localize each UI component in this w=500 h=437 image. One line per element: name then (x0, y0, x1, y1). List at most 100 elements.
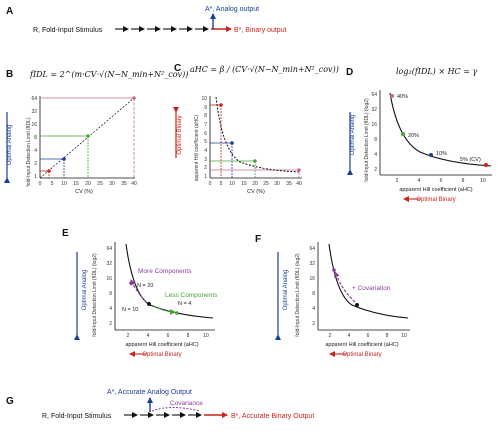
panel-c: C aHC = β / (CV·√(N−N_min+N²_cov)) appar… (173, 63, 339, 195)
ytick: 16 (309, 276, 315, 282)
panel-e-n10-label: N = 10 (122, 307, 138, 313)
panel-f-cov-arrow (334, 271, 356, 303)
panel-c-ylabel: apparent Hill coefficient (aHC) (194, 114, 200, 181)
ytick: 4 (109, 306, 112, 312)
panel-d-label: D (346, 67, 353, 78)
xtick: 0 (39, 181, 42, 187)
panel-c-side-label: Optimal Binary (177, 115, 183, 154)
ytick: 5 (204, 139, 207, 145)
panel-c-curve (215, 96, 302, 173)
xtick: 25 (97, 181, 103, 187)
panel-g-input-label: R, Fold-Input Stimulus (42, 413, 112, 420)
panel-b-point-blue (62, 157, 66, 161)
ytick: 64 (106, 246, 112, 252)
ytick: 16 (371, 122, 377, 128)
panel-c-xlabel: CV (%) (247, 189, 265, 195)
xtick: 4 (418, 178, 421, 184)
panel-c-formula: aHC = β / (CV·√(N−N_min+N²_cov)) (190, 65, 339, 74)
panel-e-axes (114, 242, 215, 331)
xtick: 25 (263, 181, 269, 187)
xtick: 40 (131, 181, 137, 187)
panel-b-point-green (86, 134, 90, 138)
panel-d-point-label: 20% (408, 133, 419, 139)
ytick: 2 (34, 161, 37, 167)
xtick: 6 (167, 333, 170, 339)
panel-b-side-label: Optimal Analog (7, 125, 13, 166)
panel-f-yticks: 64 32 16 8 4 2 (309, 246, 315, 327)
panel-e-point-n4 (175, 311, 179, 315)
panel-e-side-label-x: Optimal Binary (142, 352, 181, 358)
panel-d-point-label: 5% (CV) (460, 157, 481, 163)
panel-a: A R, Fold-Input Stimulus A*, Analog outp… (6, 6, 287, 34)
panel-b-xticks: 0 5 10 15 20 25 30 35 40 (39, 181, 137, 187)
panel-e-yticks: 64 32 16 8 4 2 (106, 246, 112, 327)
ytick: 2 (109, 321, 112, 327)
ytick: 8 (374, 137, 377, 143)
panel-c-axes (209, 96, 302, 179)
panel-d: D log₂(fIDL) × HC = γ fold-Input Detecti… (346, 67, 492, 203)
panel-f-side-label-x: Optimal Binary (342, 352, 381, 358)
xtick: 6 (367, 333, 370, 339)
ytick: 8 (34, 135, 37, 141)
panel-d-formula: log₂(fIDL) × HC = γ (396, 67, 477, 76)
panel-f-side-label-y: Optimal Analog (283, 270, 289, 311)
panel-f-axes (317, 242, 410, 331)
xtick: 30 (109, 181, 115, 187)
ytick: 2 (374, 167, 377, 173)
panel-g-binary-label: B*, Accurate Binary Output (231, 413, 314, 420)
panel-e-xticks: 2 4 6 8 10 (127, 333, 209, 339)
ytick: 8 (312, 291, 315, 297)
panel-b-xlabel: CV (%) (75, 189, 93, 195)
ytick: 4 (374, 152, 377, 158)
xtick: 0 (209, 181, 212, 187)
panel-d-point-5 (484, 163, 488, 167)
xtick: 35 (121, 181, 127, 187)
panel-e: E fold-Input Detection Limit (fIDL) (log… (62, 228, 218, 358)
panel-d-point-label: 40% (397, 94, 408, 100)
xtick: 15 (241, 181, 247, 187)
panel-e-point-n10 (147, 302, 151, 306)
ytick: 32 (31, 109, 37, 115)
panel-f-cov-label: + Covariation (352, 285, 391, 292)
panel-a-binary-label: B*, Binary output (234, 27, 287, 34)
panel-d-xlabel: apparent Hill coefficient (aHC) (399, 187, 472, 193)
panel-g-label: G (6, 396, 14, 407)
panel-c-guides (210, 104, 300, 178)
xtick: 35 (286, 181, 292, 187)
xtick: 10 (401, 333, 407, 339)
panel-e-point-n20 (129, 281, 133, 285)
xtick: 30 (274, 181, 280, 187)
panel-f-point-end (332, 268, 336, 272)
panel-c-point-blue (230, 141, 234, 145)
panel-e-less-arrow (153, 305, 176, 315)
panel-c-point-red (219, 103, 223, 107)
panel-g-cov-label: Covariance (170, 400, 203, 407)
panel-c-point-green (253, 159, 257, 163)
ytick: 4 (204, 148, 207, 154)
ytick: 1 (34, 174, 37, 180)
panel-d-ylabel: fold-Input Detection Limit (fIDL) (log2) (364, 98, 370, 182)
xtick: 2 (396, 178, 399, 184)
ytick: 64 (31, 96, 37, 102)
xtick: 20 (252, 181, 258, 187)
panel-d-side-label-y: Optimal Analog (350, 115, 356, 156)
xtick: 4 (348, 333, 351, 339)
ytick: 10 (201, 96, 207, 102)
xtick: 4 (147, 333, 150, 339)
panel-f-xlabel: apparent Hill coefficient (aHC) (325, 342, 398, 348)
panel-b-ylabel: fold-Input Detection Limit (fIDL) (26, 117, 32, 187)
panel-d-point-label: 10% (436, 151, 447, 157)
xtick: 8 (462, 178, 465, 184)
ytick: 16 (106, 276, 112, 282)
ytick: 4 (312, 306, 315, 312)
panel-c-label: C (174, 63, 181, 74)
panel-c-xticks: 0 5 10 15 20 25 30 35 40 (209, 181, 302, 187)
panel-b-point-pink (132, 96, 136, 100)
panel-f-ylabel: fold-Input Detection Limit (fIDL) (log2) (295, 253, 301, 337)
panel-g-cov-link (151, 407, 201, 412)
xtick: 6 (440, 178, 443, 184)
panel-e-ylabel: fold-Input Detection Limit (fIDL) (log2) (92, 253, 98, 337)
xtick: 20 (85, 181, 91, 187)
panel-g: G R, Fold-Input Stimulus A*, Accurate An… (6, 389, 314, 420)
